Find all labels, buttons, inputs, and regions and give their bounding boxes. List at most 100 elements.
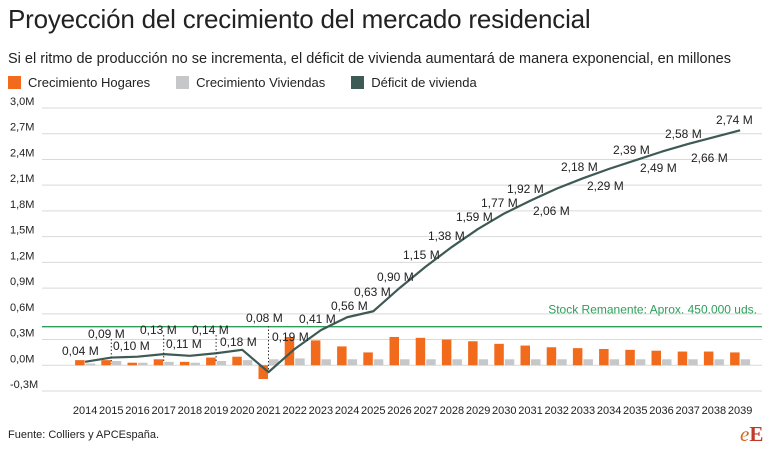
bar-viviendas [242,360,253,366]
bar-hogares [730,352,740,366]
deficit-data-label: 0,08 M [246,311,283,325]
deficit-line [84,129,741,374]
x-tick-label: 2038 [702,405,726,417]
x-tick-label: 2021 [256,405,280,417]
bar-viviendas [531,359,541,366]
bar-viviendas [478,359,489,366]
bar-viviendas [583,359,593,366]
deficit-data-label: 1,38 M [428,229,465,243]
deficit-data-label: 0,11 M [166,337,202,351]
x-tick-label: 2037 [675,405,699,417]
legend-label-viviendas: Crecimiento Viviendas [196,75,326,90]
x-tick-label: 2031 [518,405,542,417]
bar-hogares [415,337,426,366]
legend-item-hogares: Crecimiento Hogares [8,75,150,90]
bar-hogares [625,349,635,366]
bar-viviendas [714,359,724,366]
x-tick-label: 2033 [571,405,595,417]
bar-viviendas [504,359,515,366]
x-tick-label: 2036 [649,405,673,417]
deficit-data-label: 0,18 M [220,335,257,349]
deficit-data-label: 0,04 M [62,344,99,358]
y-tick-label: 3,0M [10,96,34,108]
bar-viviendas [452,359,462,366]
x-tick-label: 2030 [492,405,516,417]
bar-viviendas [321,359,331,366]
bar-hogares [258,365,268,379]
bar-viviendas [740,359,751,366]
x-tick-label: 2019 [204,405,228,417]
x-tick-label: 2017 [151,405,175,417]
y-tick-label: 0,0M [10,353,34,365]
x-tick-label: 2015 [99,405,123,417]
deficit-data-label: 0,14 M [192,323,229,337]
deficit-data-label: 1,59 M [456,210,493,224]
bar-hogares [494,343,504,366]
x-tick-label: 2020 [230,405,254,417]
source-note: Fuente: Colliers y APCEspaña. [8,429,160,441]
bar-viviendas [688,359,698,366]
bar-viviendas [557,359,567,366]
bar-viviendas [269,359,279,366]
bar-viviendas [295,358,305,366]
bar-viviendas [164,361,174,366]
deficit-data-label: 2,18 M [561,160,598,174]
bar-hogares [441,339,452,366]
chart-legend: Crecimiento Hogares Crecimiento Vivienda… [8,75,477,90]
bar-hogares [520,345,530,366]
x-tick-label: 2026 [387,405,411,417]
x-tick-label: 2034 [597,405,621,417]
y-tick-label: -0,3M [10,379,38,391]
y-tick-label: 2,7M [10,122,34,134]
x-tick-label: 2023 [309,405,333,417]
deficit-data-label: 2,29 M [587,179,624,193]
bar-hogares [546,347,557,366]
deficit-data-label: 1,15 M [403,248,440,262]
x-tick-label: 2016 [125,405,149,417]
y-tick-label: 2,4M [10,147,34,159]
deficit-data-label: 0,13 M [140,323,177,337]
bar-viviendas [635,359,646,366]
bar-hogares [468,341,478,366]
legend-item-deficit: Déficit de vivienda [351,75,477,90]
legend-label-hogares: Crecimiento Hogares [28,75,151,90]
bar-hogares [284,336,295,366]
legend-label-deficit: Déficit de vivienda [371,75,477,90]
x-tick-label: 2027 [413,405,437,417]
legend-swatch-deficit [351,76,365,89]
deficit-data-label: 2,58 M [665,127,702,141]
bar-viviendas [662,359,672,366]
deficit-data-label: 2,39 M [613,143,650,157]
publisher-logo: eE [740,422,763,447]
bar-hogares [75,360,85,366]
deficit-data-label: 2,66 M [691,151,728,165]
bar-hogares [310,340,321,366]
deficit-data-label: 0,10 M [113,339,150,353]
x-tick-label: 2018 [178,405,202,417]
x-tick-label: 2025 [361,405,385,417]
deficit-data-label: 0,09 M [88,327,125,341]
deficit-data-label: 0,90 M [377,270,414,284]
chart-subtitle: Si el ritmo de producción no se incremen… [8,51,731,67]
reference-line-label: Stock Remanente: Aprox. 450.000 uds. [548,303,757,317]
legend-swatch-viviendas [176,76,190,89]
deficit-data-label: 0,41 M [299,312,336,326]
logo-letter-small: e [740,422,750,446]
x-tick-label: 2024 [335,405,359,417]
logo-letter-big: E [749,422,764,446]
y-tick-label: 2,1M [10,173,34,185]
x-tick-label: 2029 [466,405,490,417]
bar-viviendas [85,363,96,366]
y-tick-label: 1,8M [10,199,34,211]
bar-viviendas [347,359,358,366]
x-tick-label: 2035 [623,405,647,417]
bar-viviendas [111,360,122,366]
deficit-data-label: 2,74 M [716,113,753,127]
y-tick-label: 0,3M [10,328,34,340]
bar-viviendas [426,359,436,366]
deficit-data-label: 1,77 M [481,196,518,210]
x-tick-label: 2039 [728,405,752,417]
bar-viviendas [609,359,620,366]
x-tick-label: 2028 [440,405,464,417]
